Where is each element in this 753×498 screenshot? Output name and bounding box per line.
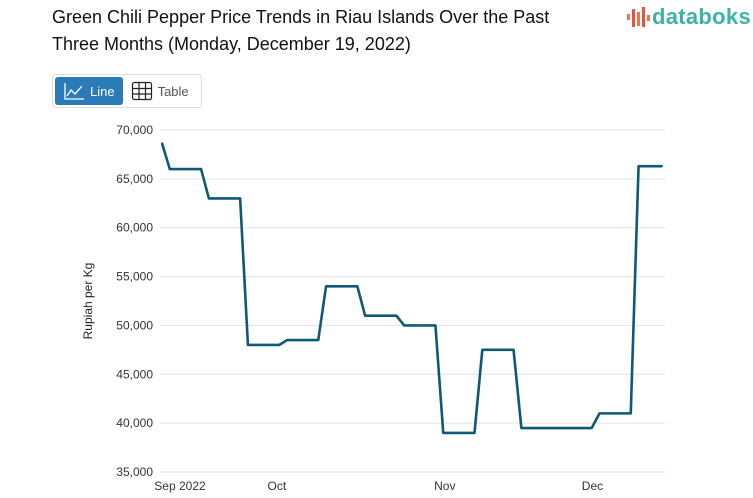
- y-tick-label: 40,000: [116, 416, 153, 430]
- line-label: Line: [90, 83, 115, 99]
- x-tick-label: Dec: [582, 479, 603, 493]
- data-point: [364, 314, 367, 317]
- chart-title: Green Chili Pepper Price Trends in Riau …: [52, 7, 550, 54]
- y-tick-label: 35,000: [116, 465, 153, 479]
- y-tick-label: 60,000: [116, 221, 153, 235]
- logo-text: databoks: [652, 4, 751, 29]
- line-view-button[interactable]: Line: [55, 77, 123, 105]
- data-point: [473, 431, 476, 434]
- data-point: [661, 165, 663, 168]
- databoks-logo: databoks: [626, 4, 751, 30]
- data-point: [481, 348, 484, 351]
- y-tick-label: 45,000: [116, 367, 153, 381]
- data-point: [442, 431, 445, 434]
- data-point: [629, 412, 632, 415]
- y-tick-label: 70,000: [116, 123, 153, 137]
- data-point: [239, 197, 242, 200]
- data-point: [434, 324, 437, 327]
- y-axis-label: Rupiah per Kg: [81, 263, 95, 340]
- data-point: [325, 285, 328, 288]
- data-point: [278, 343, 281, 346]
- data-point: [356, 285, 359, 288]
- y-tick-label: 55,000: [116, 270, 153, 284]
- view-toggle: Line Table: [52, 74, 202, 108]
- data-point: [286, 339, 288, 342]
- data-point: [590, 427, 593, 430]
- data-point: [395, 314, 398, 317]
- data-point: [317, 339, 320, 342]
- data-point: [637, 165, 640, 168]
- table-view-button[interactable]: Table: [123, 77, 197, 105]
- data-point: [520, 427, 523, 430]
- y-tick-label: 50,000: [116, 318, 153, 332]
- price-line: [160, 142, 662, 435]
- data-point: [207, 197, 210, 200]
- data-point: [598, 412, 601, 415]
- y-tick-label: 65,000: [116, 172, 153, 186]
- logo-bars-icon: [627, 7, 650, 27]
- data-point: [403, 324, 406, 327]
- x-tick-label: Sep 2022: [154, 479, 206, 493]
- table-label: Table: [157, 83, 189, 99]
- data-point: [168, 168, 171, 171]
- data-point: [200, 168, 203, 171]
- data-point: [246, 343, 249, 346]
- x-tick-label: Oct: [268, 479, 287, 493]
- table-grid-icon: [131, 81, 152, 101]
- data-point: [161, 142, 163, 145]
- x-tick-label: Nov: [434, 479, 455, 493]
- data-point: [512, 348, 515, 351]
- line-chart-icon: [64, 83, 84, 100]
